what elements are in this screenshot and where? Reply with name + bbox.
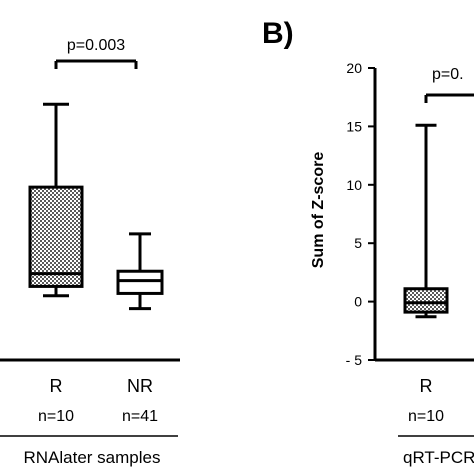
panel-a: p=0.003 R NR n=10 n=41 RNAlater samples (0, 37, 180, 467)
box-nr-box (116, 269, 164, 295)
panel-a-category-label-nr: NR (127, 376, 153, 396)
panel-b-n-label-r: n=10 (408, 408, 444, 425)
panel-a-category-label-r: R (50, 376, 63, 396)
panel-a-p-value: p=0.003 (67, 37, 125, 54)
panel-b-group-label: qRT-PCR (403, 448, 474, 467)
panel-b-category-label-r: R (420, 376, 433, 396)
panel-a-n-label-nr: n=41 (122, 408, 158, 425)
panel-a-comparison (54, 59, 138, 69)
panel-b-boxes (403, 123, 449, 319)
box-r-box (28, 185, 84, 288)
panel-b-y-axis-label: Sum of Z-score (310, 152, 327, 269)
y-tick-label: - 5 (346, 352, 363, 368)
panel-b-label: B) (262, 17, 294, 50)
y-tick-label: 10 (346, 177, 362, 193)
panel-a-n-label-r: n=10 (38, 408, 74, 425)
panel-b: B) Sum of Z-score - 5 0 5 10 15 20 p=0. R n=1… (262, 17, 474, 467)
box-r-box (403, 287, 449, 314)
y-tick-label: 20 (346, 60, 362, 76)
panel-b-y-ticks: - 5 0 5 10 15 20 (346, 60, 375, 368)
y-tick-label: 5 (354, 235, 362, 251)
panel-b-p-value: p=0. (432, 66, 464, 83)
panel-b-comparison (424, 93, 474, 103)
panel-a-boxes (28, 102, 164, 311)
panel-a-group-label: RNAlater samples (24, 448, 161, 467)
y-tick-label: 0 (354, 294, 362, 310)
y-tick-label: 15 (346, 118, 362, 134)
